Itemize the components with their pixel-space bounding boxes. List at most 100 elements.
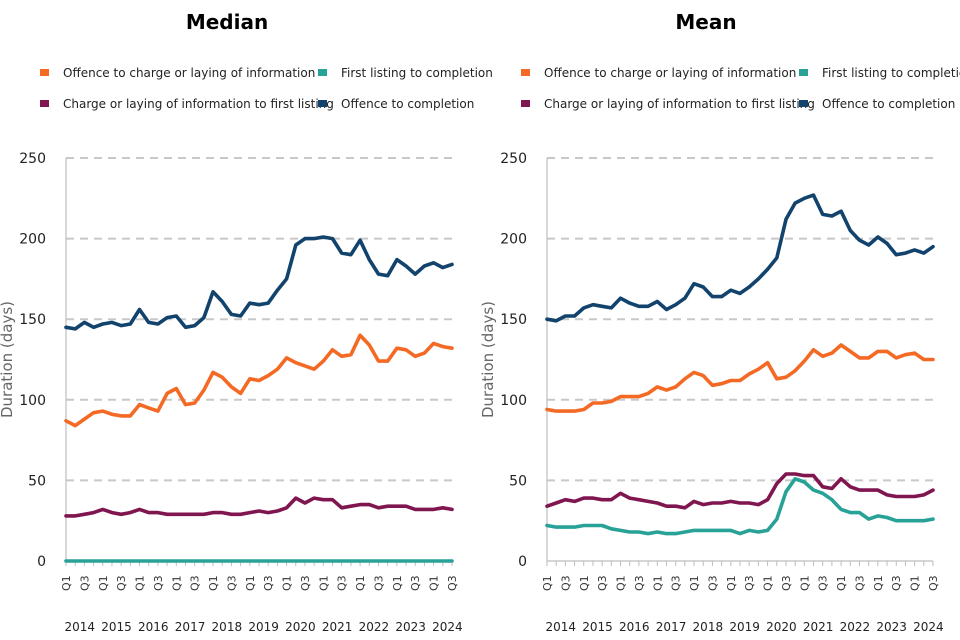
x-year-label: 2014: [65, 620, 96, 634]
series-line-0: [64, 333, 454, 428]
x-quarter-label: Q3: [780, 575, 793, 591]
x-year-label: 2022: [359, 620, 390, 634]
x-quarter-label: Q3: [817, 575, 830, 591]
x-quarter-label: Q3: [927, 575, 940, 591]
x-quarter-label: Q3: [633, 575, 646, 591]
series-line-2: [545, 472, 935, 510]
legend-swatch: [799, 69, 808, 76]
series-line-1: [545, 476, 935, 536]
y-tick-label: 200: [500, 232, 527, 248]
x-year-label: 2016: [619, 620, 650, 634]
x-quarter-label: Q1: [207, 575, 220, 591]
x-quarter-label: Q1: [170, 575, 183, 591]
x-year-label: 2015: [582, 620, 613, 634]
x-quarter-label: Q1: [798, 575, 811, 591]
x-quarter-label: Q1: [725, 575, 738, 591]
x-quarter-label: Q1: [578, 575, 591, 591]
x-quarter-label: Q1: [391, 575, 404, 591]
legend-swatch: [799, 100, 808, 107]
x-quarter-label: Q3: [706, 575, 719, 591]
x-quarter-label: Q3: [262, 575, 275, 591]
x-quarter-label: Q3: [446, 575, 459, 591]
x-quarter-label: Q3: [299, 575, 312, 591]
x-year-label: 2024: [913, 620, 944, 634]
x-quarter-label: Q1: [541, 575, 554, 591]
series-line-0: [545, 343, 935, 413]
y-tick-label: 100: [500, 393, 527, 409]
x-quarter-label: Q1: [317, 575, 330, 591]
x-year-label: 2019: [729, 620, 760, 634]
y-tick-label: 250: [500, 151, 527, 167]
x-year-label: 2017: [175, 620, 206, 634]
chart-panel-0: Median Offence to charge or laying of inf…: [0, 10, 493, 634]
x-quarter-label: Q1: [909, 575, 922, 591]
x-quarter-label: Q1: [428, 575, 441, 591]
x-quarter-label: Q3: [743, 575, 756, 591]
y-tick-label: 100: [19, 393, 46, 409]
x-quarter-label: Q3: [670, 575, 683, 591]
y-tick-label: 50: [509, 473, 527, 489]
x-quarter-label: Q3: [152, 575, 165, 591]
chart-title: Mean: [675, 10, 736, 34]
x-quarter-label: Q1: [651, 575, 664, 591]
x-year-label: 2020: [285, 620, 316, 634]
y-axis-label: Duration (days): [0, 301, 16, 418]
x-quarter-label: Q1: [244, 575, 257, 591]
legend-label: First listing to completion: [822, 66, 960, 80]
legend-swatch: [521, 100, 530, 107]
x-year-label: 2023: [395, 620, 426, 634]
x-quarter-label: Q3: [78, 575, 91, 591]
series-line-3: [64, 235, 454, 331]
x-quarter-label: Q3: [336, 575, 349, 591]
x-year-label: 2021: [322, 620, 353, 634]
y-tick-label: 150: [500, 312, 527, 328]
legend-label: Offence to charge or laying of informati…: [63, 66, 315, 80]
y-axis-label: Duration (days): [479, 301, 497, 418]
x-quarter-label: Q1: [60, 575, 73, 591]
x-year-label: 2018: [212, 620, 243, 634]
y-tick-label: 0: [518, 554, 527, 570]
legend-label: Charge or laying of information to first…: [544, 97, 815, 111]
y-tick-label: 0: [37, 554, 46, 570]
x-quarter-label: Q3: [115, 575, 128, 591]
legend-label: Offence to completion: [341, 97, 474, 111]
x-quarter-label: Q1: [615, 575, 628, 591]
x-year-label: 2019: [248, 620, 279, 634]
legend-swatch: [40, 69, 49, 76]
x-year-label: 2022: [840, 620, 871, 634]
x-quarter-label: Q1: [97, 575, 110, 591]
x-year-label: 2016: [138, 620, 169, 634]
legend-swatch: [40, 100, 49, 107]
y-tick-label: 150: [19, 312, 46, 328]
legend-swatch: [521, 69, 530, 76]
chart-panel-1: Mean Offence to charge or laying of infor…: [479, 10, 960, 634]
x-quarter-label: Q3: [372, 575, 385, 591]
x-quarter-label: Q3: [409, 575, 422, 591]
x-quarter-label: Q1: [134, 575, 147, 591]
y-tick-label: 250: [19, 151, 46, 167]
x-quarter-label: Q3: [189, 575, 202, 591]
legend-label: Offence to charge or laying of informati…: [544, 66, 796, 80]
legend-label: Offence to completion: [822, 97, 955, 111]
x-year-label: 2018: [693, 620, 724, 634]
y-tick-label: 200: [19, 232, 46, 248]
x-quarter-label: Q1: [354, 575, 367, 591]
chart-title: Median: [186, 10, 268, 34]
y-tick-label: 50: [28, 473, 46, 489]
x-quarter-label: Q1: [835, 575, 848, 591]
series-line-3: [545, 193, 935, 323]
x-year-label: 2014: [546, 620, 577, 634]
x-year-label: 2015: [101, 620, 132, 634]
x-quarter-label: Q3: [559, 575, 572, 591]
legend-label: First listing to completion: [341, 66, 493, 80]
x-quarter-label: Q1: [762, 575, 775, 591]
x-quarter-label: Q1: [872, 575, 885, 591]
x-quarter-label: Q3: [853, 575, 866, 591]
x-quarter-label: Q3: [890, 575, 903, 591]
legend-label: Charge or laying of information to first…: [63, 97, 334, 111]
series-line-2: [64, 496, 454, 518]
x-year-label: 2023: [876, 620, 907, 634]
x-year-label: 2020: [766, 620, 797, 634]
legend-swatch: [318, 69, 327, 76]
